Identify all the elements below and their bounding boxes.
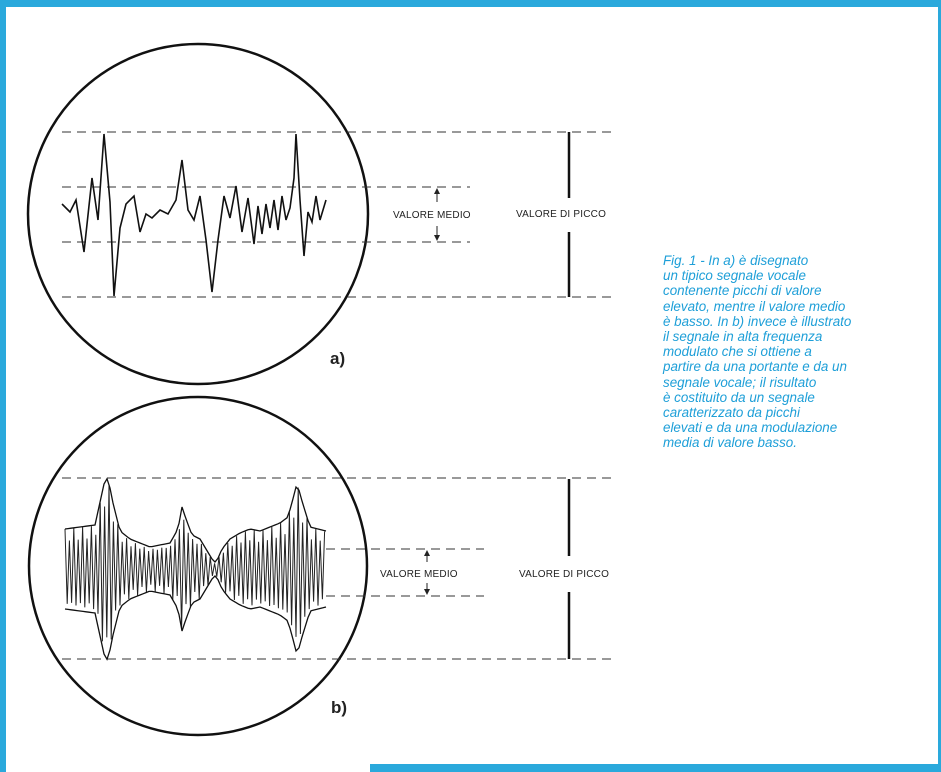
mean-label-b: VALORE MEDIO — [380, 569, 458, 580]
mean-arrowhead-down-a — [434, 235, 440, 241]
voice-signal-waveform — [61, 133, 327, 297]
rf-envelope-top — [64, 477, 327, 563]
rf-carrier-trace — [64, 485, 326, 642]
caption-line: è costituito da un segnale — [663, 389, 815, 405]
panel-a: VALORE MEDIO VALORE DI PICCO a) — [26, 42, 612, 386]
peak-label-b: VALORE DI PICCO — [519, 569, 609, 580]
caption-line: un tipico segnale vocale — [663, 268, 806, 284]
scope-circle-a — [26, 42, 370, 386]
rf-envelope-bottom — [64, 575, 327, 661]
caption-line: elevati e da una modulazione — [663, 420, 838, 436]
caption-line: è basso. In b) invece è illustrato — [663, 313, 852, 329]
bottom-rule — [370, 764, 941, 772]
panel-b-label: b) — [331, 698, 347, 717]
caption-line: media di valore basso. — [663, 435, 797, 451]
modulated-rf-signal — [64, 477, 327, 661]
caption-line: partire da una portante e da un — [663, 359, 847, 375]
mean-arrowhead-up-a — [434, 188, 440, 194]
mean-label-a: VALORE MEDIO — [393, 210, 471, 221]
peak-label-a: VALORE DI PICCO — [516, 209, 606, 220]
panel-a-label: a) — [330, 349, 345, 368]
figure-caption: Fig. 1 - In a) è disegnato un tipico seg… — [663, 253, 925, 451]
caption-line: segnale vocale; il risultato — [663, 374, 817, 390]
caption-line: Fig. 1 - In a) è disegnato — [663, 253, 809, 268]
scope-circle-b — [27, 395, 369, 737]
caption-line: elevato, mentre il valore medio — [663, 298, 846, 314]
mean-arrowhead-down-b — [424, 589, 430, 595]
caption-line: modulato che si ottiene a — [663, 344, 812, 360]
mean-arrowhead-up-b — [424, 550, 430, 556]
caption-line: caratterizzato da picchi — [663, 405, 800, 421]
caption-line: contenente picchi di valore — [663, 283, 822, 299]
panel-b: VALORE MEDIO VALORE DI PICCO b) — [27, 395, 612, 737]
caption-line: il segnale in alta frequenza — [663, 329, 823, 345]
